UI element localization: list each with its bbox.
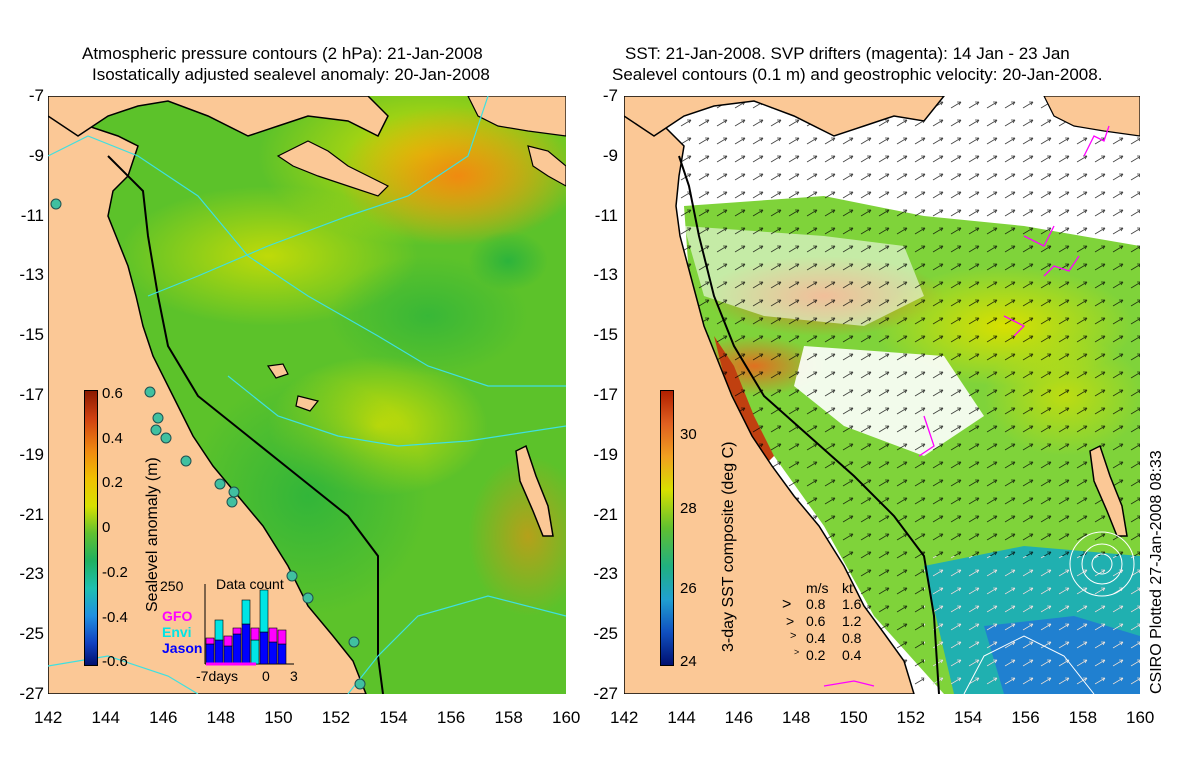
velocity-arrow-icon: > [794,647,800,657]
right-colorbar-label: 3-day SST composite (deg C) [720,441,737,652]
velocity-ms-value: 0.2 [806,647,826,663]
x-tick-label: 142 [610,708,639,727]
sst-map [624,96,1140,694]
tide-gauge-markers [50,198,366,690]
y-tick-label: -7 [602,86,618,105]
x-tick-label: 158 [1068,708,1098,727]
inset-x-label: 3 [290,668,298,684]
x-tick-label: 142 [34,708,63,727]
right-colorbar [660,390,674,666]
australia-land [48,96,367,694]
velocity-legend: m/s kt > 0.8 1.6 > 0.6 1.2 > 0.4 0.8 > 0… [780,580,890,670]
left-cbar-tick: 0.4 [102,430,123,447]
x-tick-label: 146 [149,708,178,727]
x-tick-label: 158 [494,708,523,727]
left-title-line2: Isostatically adjusted sealevel anomaly:… [92,65,490,84]
y-tick-label: -11 [594,205,618,225]
left-cbar-tick: -0.4 [102,609,128,626]
left-cbar-tick: -0.2 [102,564,128,581]
velocity-arrow-icon: > [790,630,797,642]
velocity-kt-value: 0.4 [842,647,862,663]
x-tick-label: 156 [436,708,466,727]
new-caledonia [1089,444,1128,537]
y-tick-label: -13 [19,265,44,285]
velocity-ms-value: 0.4 [806,630,826,646]
x-tick-label: 144 [91,708,120,727]
inset-x-label: 0 [262,668,270,684]
velocity-header-ms: m/s [806,580,829,596]
left-colorbar [84,390,98,666]
y-tick-label: -25 [593,624,618,644]
new-guinea-land [48,96,389,138]
left-cbar-tick: -0.6 [102,653,128,670]
y-tick-label: -21 [19,504,44,524]
y-tick-label: -27 [19,684,44,703]
velocity-ms-value: 0.8 [806,596,826,612]
x-tick-label: 152 [321,708,351,727]
velocity-kt-value: 1.2 [842,613,862,629]
y-tick-label: -11 [20,205,44,225]
sealevel-contours [963,531,1135,694]
new-caledonia [515,444,554,537]
velocity-header-kt: kt [842,580,853,596]
x-tick-label: 144 [667,708,696,727]
y-tick-label: -25 [19,624,44,644]
velocity-ms-value: 0.6 [806,613,826,629]
left-cbar-tick: 0.2 [102,474,123,491]
x-tick-label: 154 [379,708,408,727]
inset-legend-gfo: GFO [162,608,193,624]
y-tick-label: -9 [602,145,618,165]
y-tick-label: -9 [28,145,44,165]
left-cbar-tick: 0.6 [102,385,123,402]
x-tick-label: 148 [206,708,236,727]
y-tick-label: -23 [19,564,44,584]
right-title-line1: SST: 21-Jan-2008. SVP drifters (magenta)… [625,44,1070,63]
credit-label: CSIRO Plotted 27-Jan-2008 08:33 [1148,450,1165,694]
right-cbar-tick: 24 [680,653,697,670]
y-tick-label: -21 [593,504,618,524]
velocity-kt-value: 0.8 [842,630,862,646]
right-cbar-tick: 30 [680,426,697,443]
x-tick-label: 156 [1011,708,1040,727]
x-tick-label: 152 [896,708,926,727]
right-title-line2: Sealevel contours (0.1 m) and geostrophi… [612,65,1103,84]
inset-title: Data count [216,576,284,592]
x-tick-label: 150 [264,708,293,727]
x-tick-label: 154 [954,708,983,727]
y-tick-label: -23 [593,564,618,584]
left-map-panel [48,96,566,694]
inset-legend-jason: Jason [162,640,203,656]
y-tick-label: -17 [593,385,618,404]
right-cbar-tick: 28 [680,500,697,517]
inset-legend-envi: Envi [162,624,192,640]
y-tick-label: -19 [593,444,618,464]
y-tick-label: -15 [593,325,618,345]
y-tick-label: -19 [19,444,44,464]
australia-land [624,96,915,694]
y-tick-label: -27 [593,684,618,703]
y-tick-label: -15 [19,325,44,345]
inset-ymax: 250 [160,578,184,594]
sealevel-anomaly-map [48,96,566,694]
y-tick-label: -13 [593,265,618,285]
data-count-histogram [204,584,294,666]
velocity-arrow-icon: > [782,596,792,613]
data-count-inset: 250 Data count GFO Envi Jason -7days 0 3 [160,576,300,688]
y-tick-label: -7 [28,86,44,105]
left-cbar-tick: 0 [102,519,111,536]
x-tick-label: 150 [839,708,868,727]
x-tick-label: 160 [552,708,581,727]
y-tick-label: -17 [19,385,44,404]
right-cbar-tick: 26 [680,580,697,597]
x-tick-label: 148 [782,708,811,727]
velocity-arrow-icon: > [786,613,795,629]
svp-drifter-tracks [823,125,1110,687]
new-guinea-land [624,96,945,137]
x-tick-label: 146 [724,708,754,727]
left-title-line1: Atmospheric pressure contours (2 hPa): 2… [82,44,483,63]
inset-x-label: -7days [196,668,239,684]
velocity-kt-value: 1.6 [842,596,862,612]
x-tick-label: 160 [1126,708,1155,727]
right-map-panel [624,96,1140,694]
